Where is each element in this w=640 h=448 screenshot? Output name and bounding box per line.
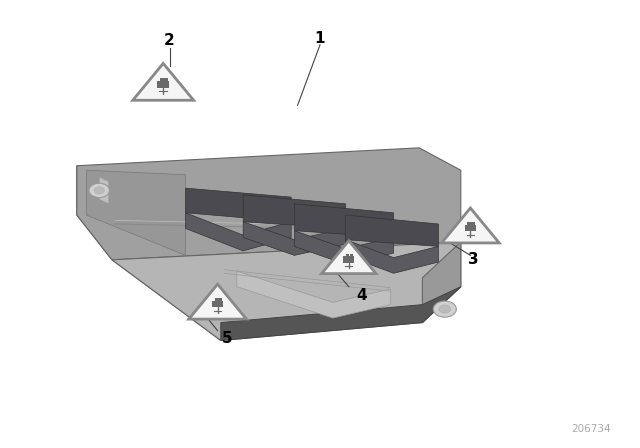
Bar <box>164 78 168 81</box>
Polygon shape <box>422 242 461 323</box>
Polygon shape <box>322 241 376 274</box>
Circle shape <box>439 305 451 313</box>
Polygon shape <box>133 64 193 100</box>
Polygon shape <box>186 213 291 251</box>
Polygon shape <box>346 240 438 273</box>
Text: 4: 4 <box>356 288 367 303</box>
Circle shape <box>433 301 456 317</box>
Bar <box>214 298 218 301</box>
Text: 5: 5 <box>222 331 232 346</box>
Text: 1: 1 <box>315 30 325 46</box>
Text: 2: 2 <box>164 33 175 48</box>
Bar <box>471 222 474 225</box>
Polygon shape <box>77 148 461 260</box>
Polygon shape <box>237 271 390 318</box>
Polygon shape <box>243 222 346 255</box>
Bar <box>160 78 164 81</box>
Polygon shape <box>221 287 461 340</box>
Bar <box>218 298 221 301</box>
Polygon shape <box>186 188 291 222</box>
Polygon shape <box>112 242 461 340</box>
Polygon shape <box>243 195 346 228</box>
Text: 3: 3 <box>468 252 479 267</box>
Bar <box>346 254 349 256</box>
Bar <box>349 254 353 256</box>
Bar <box>157 81 169 88</box>
Polygon shape <box>99 177 109 204</box>
Polygon shape <box>86 170 186 255</box>
Bar <box>212 301 223 307</box>
Polygon shape <box>346 215 438 246</box>
Polygon shape <box>294 204 394 237</box>
Polygon shape <box>442 208 499 243</box>
Bar <box>465 225 476 231</box>
Polygon shape <box>77 166 221 340</box>
Circle shape <box>89 183 109 198</box>
Bar <box>344 256 354 263</box>
Circle shape <box>94 187 104 194</box>
Bar <box>467 222 471 225</box>
Polygon shape <box>294 231 394 264</box>
Text: 206734: 206734 <box>572 424 611 434</box>
Polygon shape <box>189 284 246 319</box>
